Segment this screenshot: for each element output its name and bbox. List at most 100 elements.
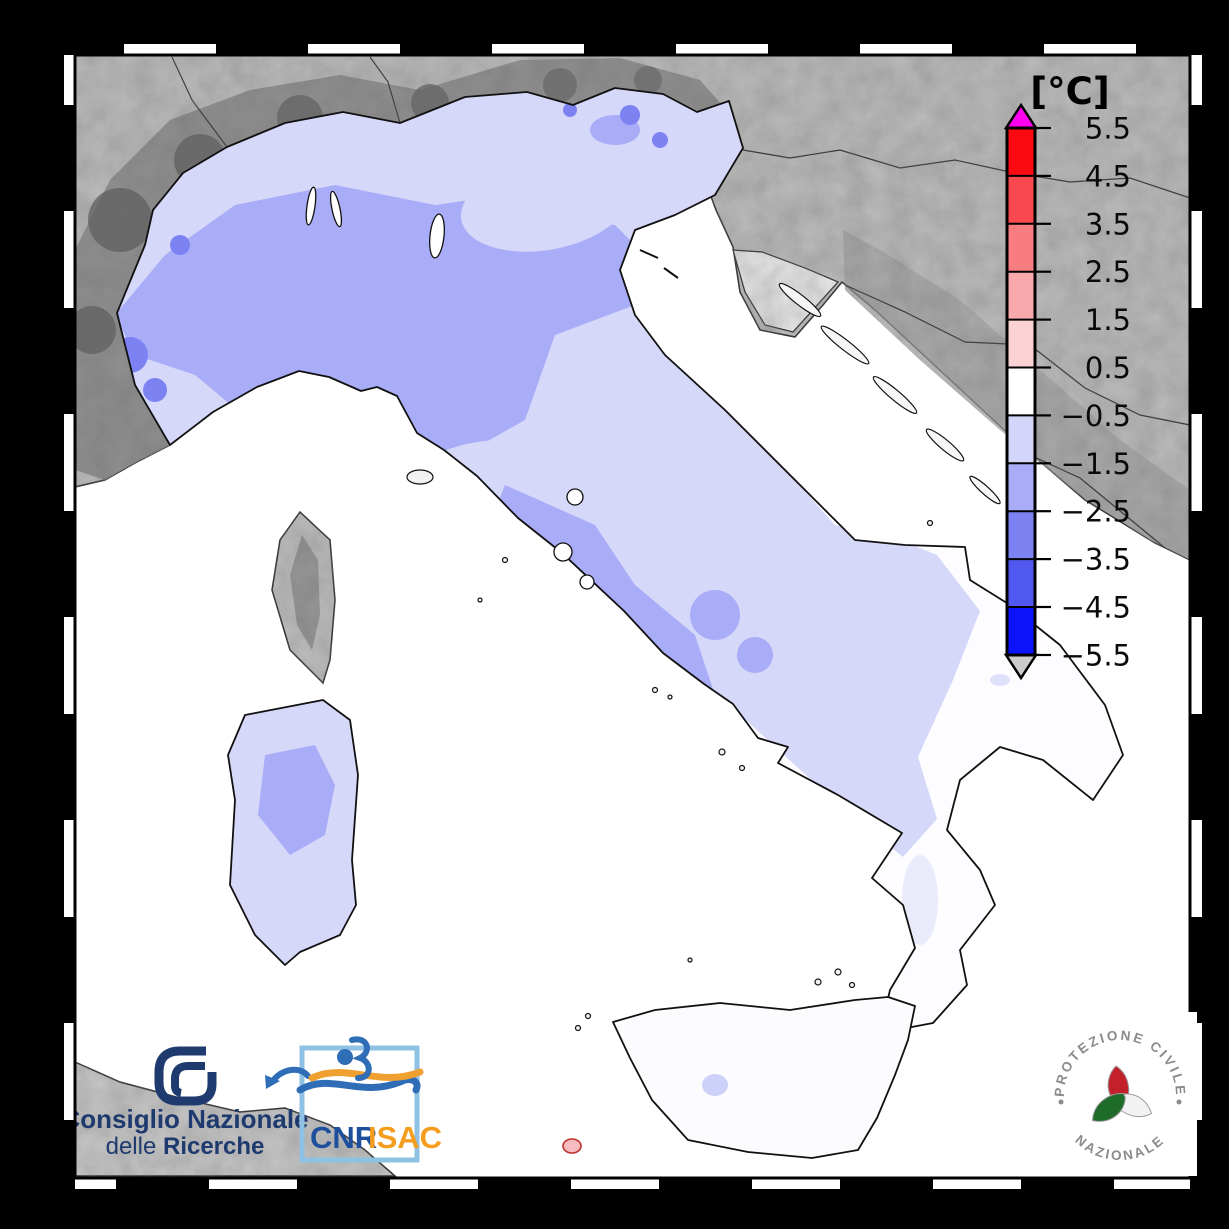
island-pantelleria <box>562 1138 582 1154</box>
island-egadi <box>574 1024 582 1032</box>
isac-swirl-dot <box>337 1049 353 1065</box>
lake-como <box>329 190 343 228</box>
frame-ticks-right <box>1191 55 1202 1178</box>
frame-ticks-bottom <box>75 1178 1190 1189</box>
alps-peak <box>88 188 152 252</box>
lake-bolsena <box>553 542 573 562</box>
anomaly-dark-spot <box>652 132 668 148</box>
island <box>477 597 483 603</box>
colorbar-segment <box>1007 607 1035 655</box>
isac-swirl-top-hook <box>349 1036 372 1081</box>
colorbar-tick-label: −5.5 <box>1061 638 1131 672</box>
island-ischia <box>718 748 726 756</box>
dalmatian-islands <box>778 282 1001 505</box>
cnr-name-line1: Consiglio Nazionale <box>61 1104 308 1134</box>
venice-lagoon-marks <box>639 249 679 279</box>
tunisia-terrain <box>75 1061 398 1177</box>
island <box>501 556 509 564</box>
island <box>925 428 965 462</box>
frame-ticks-left <box>64 55 75 1178</box>
anomaly-dark-spot <box>620 105 640 125</box>
anomaly-medium-spot <box>737 637 773 673</box>
protezione-civile-logo: PROTEZIONE CIVILE NAZIONALE <box>1042 1012 1197 1176</box>
colorbar-tick-labels: 5.5 4.5 3.5 2.5 1.5 0.5 −0.5 −1.5 −2.5 −… <box>1061 112 1131 673</box>
isac-logo: CNR ISAC <box>265 1036 442 1163</box>
island-tremiti <box>926 519 934 527</box>
anomaly-faint-puglia <box>990 674 1010 686</box>
anomaly-dark-spot <box>170 235 190 255</box>
colorbar-tick-label: 4.5 <box>1085 159 1131 193</box>
anomaly-faint-calabria <box>902 855 938 945</box>
colorbar-segment <box>1007 175 1035 224</box>
corsica-ridge <box>290 535 320 650</box>
alps-ridge-band <box>75 58 735 480</box>
island <box>687 957 693 963</box>
anomaly-dark-spot <box>563 103 577 117</box>
colorbar-segments <box>1007 128 1035 655</box>
frame-ticks-top <box>75 44 1190 55</box>
anomaly-spot-sicily <box>702 1074 728 1096</box>
isac-label-isac: ISAC <box>368 1120 442 1155</box>
colorbar-tick-label: 1.5 <box>1085 303 1131 337</box>
isac-frame <box>299 1045 420 1163</box>
colorbar-tick-label: −4.5 <box>1061 591 1131 625</box>
island-elba <box>406 469 434 485</box>
country-border <box>369 56 401 124</box>
lakes <box>305 186 595 590</box>
island-egadi <box>584 1012 592 1020</box>
colorbar-segment <box>1007 367 1035 416</box>
cnr-emblem <box>154 1046 217 1106</box>
colorbar-tick-label: 5.5 <box>1085 112 1131 146</box>
isac-label-cnr: CNR <box>310 1120 377 1155</box>
island <box>969 475 1001 505</box>
colorbar-segment <box>1007 463 1035 512</box>
country-border <box>742 149 1190 199</box>
island <box>820 325 870 365</box>
anomaly-dark-spot <box>143 378 167 402</box>
colorbar-tick-label: −0.5 <box>1061 399 1131 433</box>
lake-trasimeno <box>566 488 584 506</box>
colorbar-segment <box>1007 511 1035 560</box>
anomaly-medium-spot <box>690 590 740 640</box>
country-border <box>1029 454 1166 549</box>
colorbar-tick-label: −3.5 <box>1061 543 1131 577</box>
map-border <box>73 53 1192 1180</box>
colorbar-tick-label: 2.5 <box>1085 255 1131 289</box>
pc-emblem <box>1092 1065 1153 1122</box>
isac-swirl-blue-wave <box>296 1076 421 1094</box>
colorbar-segment <box>1007 128 1035 176</box>
colorbar-title: [°C] <box>1030 70 1109 113</box>
lake-garda <box>429 213 445 259</box>
lake-bracciano <box>579 574 595 590</box>
anomaly-pale-veneto <box>460 158 630 252</box>
island-capri <box>738 764 746 772</box>
colorbar-tick-label: 0.5 <box>1085 351 1131 385</box>
anomaly-medium-sardinia <box>258 745 335 855</box>
colorbar-ticks <box>1035 126 1051 657</box>
island-aeolian <box>848 981 856 989</box>
colorbar-tick-label: −1.5 <box>1061 447 1131 481</box>
colorbar-outline <box>1005 126 1037 657</box>
alps-peak <box>543 68 577 102</box>
cnr-name-delle: delle <box>106 1133 163 1160</box>
isac-swirl-blue-hook <box>269 1066 311 1085</box>
island <box>872 375 918 415</box>
island-aeolian <box>834 968 842 976</box>
cnr-logo: Consiglio Nazionale delle Ricerche <box>61 1046 309 1160</box>
island <box>667 694 673 700</box>
colorbar-segment <box>1007 223 1035 272</box>
island <box>651 686 659 694</box>
colorbar-segment <box>1007 271 1035 320</box>
isac-swirl-fin <box>265 1075 280 1089</box>
colorbar-tick-label: −2.5 <box>1061 495 1131 529</box>
colorbar-segment <box>1007 559 1035 608</box>
alps-peak <box>75 306 116 354</box>
pc-dot-left <box>1058 1099 1064 1105</box>
colorbar-tick-label: 3.5 <box>1085 207 1131 241</box>
colorbar: [°C] <box>1003 70 1131 681</box>
sicily <box>612 996 916 1159</box>
cnr-name-line2: delle Ricerche <box>106 1133 265 1160</box>
colorbar-segment <box>1007 319 1035 368</box>
